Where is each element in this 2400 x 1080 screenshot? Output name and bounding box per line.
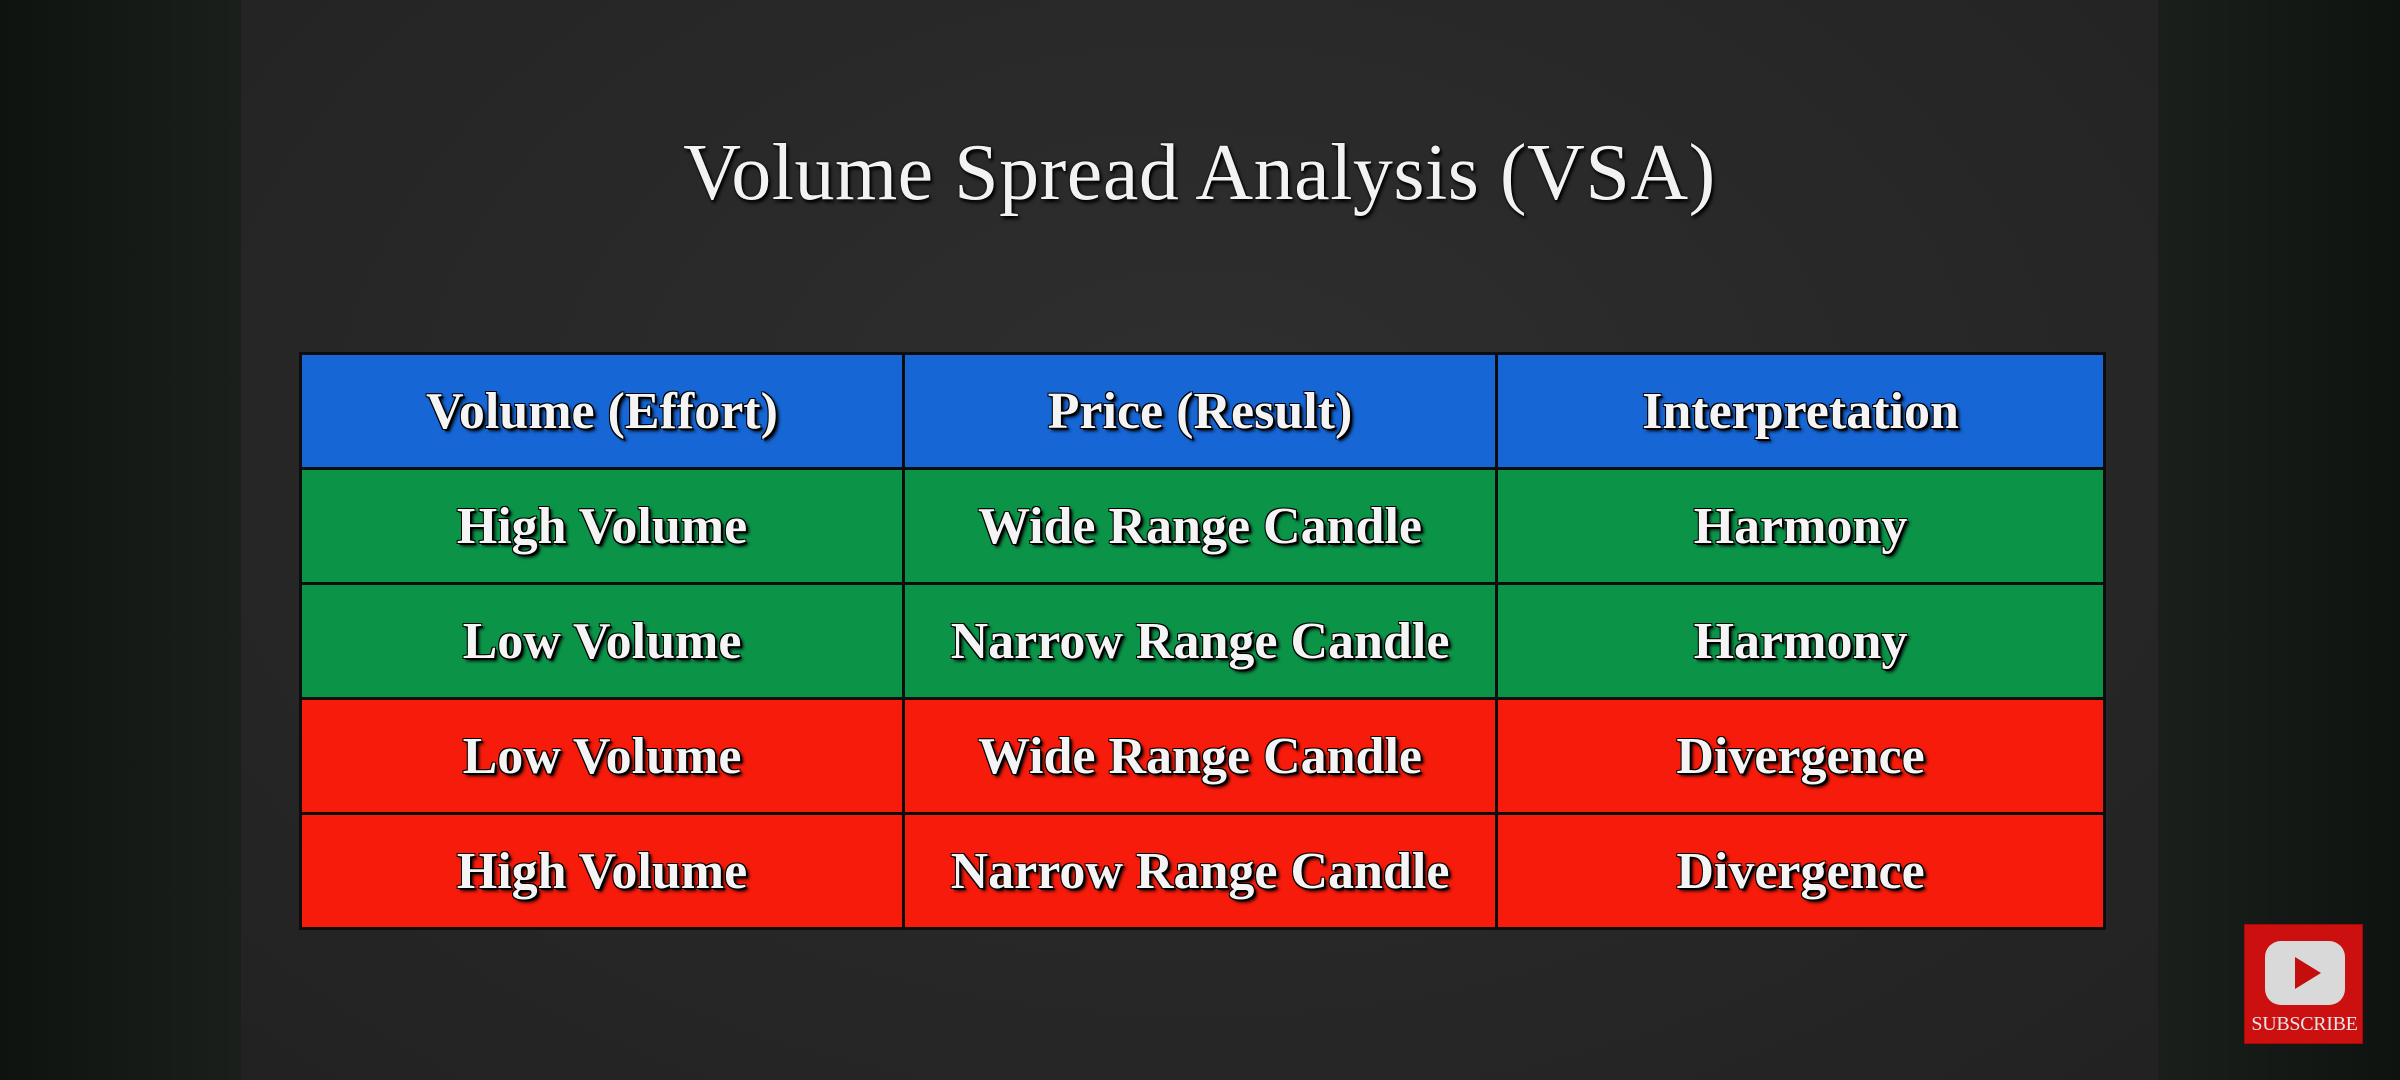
table-cell: High Volume xyxy=(299,467,905,585)
table-cell: Wide Range Candle xyxy=(902,697,1498,815)
table-cell: Wide Range Candle xyxy=(902,467,1498,585)
table-cell: Low Volume xyxy=(299,697,905,815)
table-cell: Narrow Range Candle xyxy=(902,812,1498,930)
header-cell-volume: Volume (Effort) xyxy=(299,352,905,470)
table-row: High Volume Narrow Range Candle Divergen… xyxy=(299,812,2106,930)
table-row: Low Volume Narrow Range Candle Harmony xyxy=(299,582,2106,700)
play-icon xyxy=(2265,941,2345,1005)
table-cell: Harmony xyxy=(1495,467,2106,585)
table-cell: Harmony xyxy=(1495,582,2106,700)
video-slide: Volume Spread Analysis (VSA) Volume (Eff… xyxy=(241,0,2158,1080)
header-cell-interpretation: Interpretation xyxy=(1495,352,2106,470)
table-row: High Volume Wide Range Candle Harmony xyxy=(299,467,2106,585)
table-cell: Low Volume xyxy=(299,582,905,700)
header-cell-price: Price (Result) xyxy=(902,352,1498,470)
vsa-table: Volume (Effort) Price (Result) Interpret… xyxy=(299,352,2106,930)
table-cell: Narrow Range Candle xyxy=(902,582,1498,700)
subscribe-button[interactable]: SUBSCRIBE xyxy=(2244,924,2363,1044)
table-cell: Divergence xyxy=(1495,697,2106,815)
table-cell: Divergence xyxy=(1495,812,2106,930)
table-row: Low Volume Wide Range Candle Divergence xyxy=(299,697,2106,815)
left-letterbox xyxy=(0,0,241,1080)
right-letterbox xyxy=(2158,0,2400,1080)
table-header-row: Volume (Effort) Price (Result) Interpret… xyxy=(299,352,2106,470)
slide-title: Volume Spread Analysis (VSA) xyxy=(683,129,1716,217)
table-cell: High Volume xyxy=(299,812,905,930)
subscribe-label: SUBSCRIBE xyxy=(2251,1013,2358,1035)
